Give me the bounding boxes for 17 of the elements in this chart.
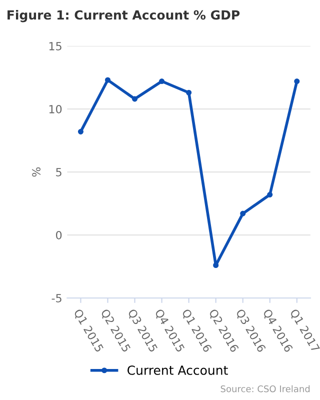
y-tick-label: 15 (49, 42, 62, 50)
legend-label: Current Account (128, 365, 228, 375)
y-tick-label: -5 (52, 294, 62, 302)
point (159, 78, 165, 84)
point (186, 90, 192, 96)
chart-title: Figure 1: Current Account % GDP (8, 10, 240, 22)
point (132, 96, 138, 102)
y-tick-label: 0 (56, 230, 62, 240)
point (240, 210, 246, 216)
point (78, 128, 84, 134)
source-note: Source: CSO Ireland (220, 385, 310, 392)
point (104, 77, 111, 83)
point (294, 78, 300, 84)
y-tick-label: 10 (49, 104, 62, 114)
y-axis-title: % (32, 167, 40, 177)
y-tick-label: 5 (56, 168, 62, 176)
point (267, 192, 273, 198)
